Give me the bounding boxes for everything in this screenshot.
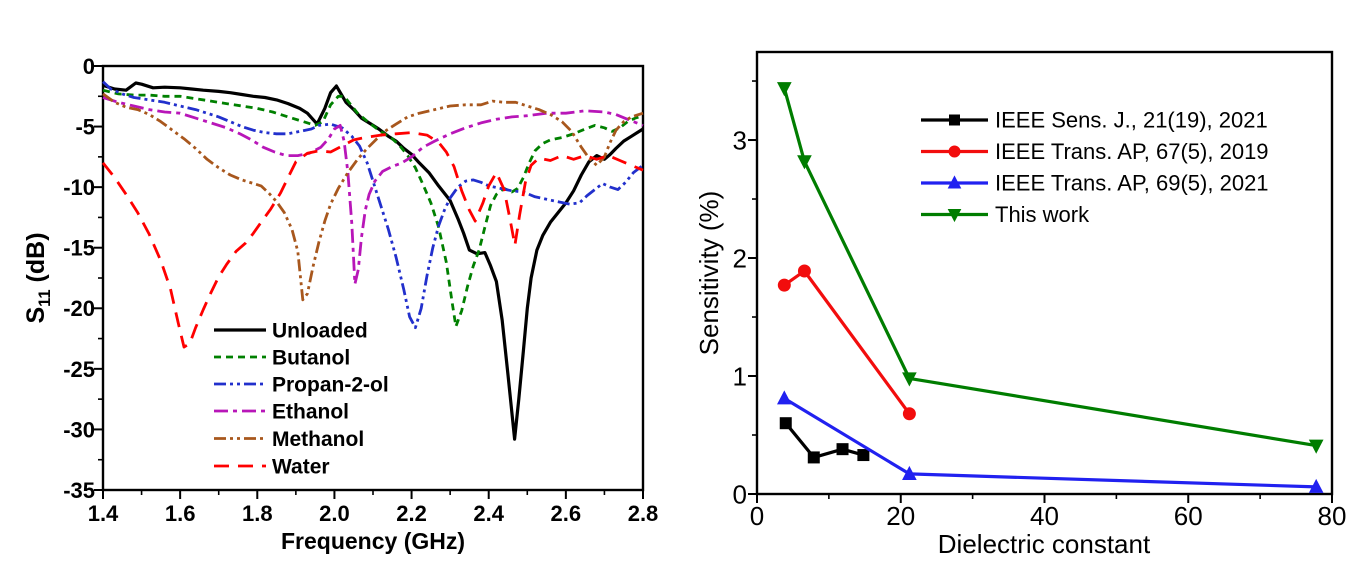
y-tick-label: 3 (733, 125, 747, 155)
legend-label: IEEE Trans. AP, 69(5), 2021 (995, 171, 1269, 196)
water-curve (101, 131, 644, 349)
legend-item-this-work: This work (921, 202, 1090, 227)
this-work-curve (782, 87, 1317, 448)
legend-label: Ethanol (272, 400, 349, 423)
legend-item-butanol: Butanol (214, 346, 350, 369)
x-axis-title: Frequency (GHz) (281, 528, 465, 554)
y-tick-label: 0 (83, 54, 95, 79)
legend-label: Butanol (272, 346, 350, 369)
y-tick-label: -20 (63, 296, 95, 321)
y-tick-label: -15 (63, 236, 95, 261)
y-tick-label: 2 (733, 243, 747, 273)
this-work-markers (776, 82, 1324, 454)
ieee-sens-j-21-19-2021-markers (779, 417, 870, 464)
legend-label: Unloaded (272, 319, 368, 342)
ieee-trans-ap-69-5-2021-curve (783, 397, 1317, 489)
legend-label: Water (272, 455, 330, 478)
x-tick-label: 1.6 (165, 501, 196, 526)
x-tick-label: 2.6 (551, 501, 582, 526)
ieee-trans-ap-69-5-2021-marker (902, 465, 917, 480)
y-tick-label: 0 (733, 479, 747, 509)
butanol-curve (102, 88, 644, 328)
legend-label: IEEE Trans. AP, 67(5), 2019 (995, 139, 1269, 164)
unloaded-curve (102, 81, 644, 441)
legend-item-unloaded: Unloaded (214, 319, 368, 342)
legend-item-ieee-trans-ap-67-5-2019: IEEE Trans. AP, 67(5), 2019 (921, 139, 1269, 164)
ieee-trans-ap-69-5-2021-marker (1308, 478, 1324, 493)
legend-label: Propan-2-ol (272, 373, 389, 396)
ethanol-curve (102, 96, 644, 286)
legend-marker (947, 175, 962, 189)
legend-item-water: Water (214, 455, 330, 478)
this-work-marker (1308, 439, 1324, 454)
x-tick-label: 60 (1174, 501, 1203, 531)
s11-frequency-chart: 1.4 1.6 1.8 2.0 2.2 2.4 2.6 2.8 0 -5 -10 -15 -20 -25 -… (22, 54, 658, 554)
ieee-sens-j-21-19-2021-marker (807, 451, 820, 464)
ieee-sens-j-21-19-2021-marker (857, 449, 870, 462)
y-tick-label: -10 (63, 175, 95, 200)
x-tick-label: 1.8 (242, 501, 273, 526)
ieee-trans-ap-67-5-2019-marker (902, 407, 916, 421)
ieee-sens-j-21-19-2021-marker (779, 417, 792, 430)
ieee-sens-j-21-19-2021-marker (836, 443, 849, 456)
legend-marker (947, 209, 962, 223)
ieee-trans-ap-69-5-2021-markers (776, 390, 1324, 493)
ieee-sens-j-21-19-2021-curve (784, 422, 864, 459)
ieee-trans-ap-67-5-2019-markers (777, 264, 916, 421)
legend-label: This work (995, 202, 1090, 227)
y-tick-label: 1 (733, 361, 747, 391)
x-tick-label: 2.0 (319, 501, 350, 526)
x-tick-label: 40 (1030, 501, 1059, 531)
legend-marker (949, 114, 960, 126)
ieee-trans-ap-69-5-2021-marker (776, 390, 792, 405)
legend-item-ieee-trans-ap-69-5-2021: IEEE Trans. AP, 69(5), 2021 (921, 171, 1269, 196)
plot-frame (101, 64, 645, 492)
this-work-marker (797, 155, 812, 170)
x-tick-label: 2.4 (473, 501, 504, 526)
propan-2-ol-curve (102, 80, 644, 330)
x-tick-label: 1.4 (88, 501, 119, 526)
legend-marker (948, 145, 961, 158)
x-tick-label: 2.8 (628, 501, 659, 526)
x-tick-label: 20 (886, 501, 915, 531)
legend: Unloaded Butanol Propan-2-ol Ethanol Methano… (214, 319, 389, 478)
sensitivity-chart: 0 20 40 60 80 0 1 2 3 Dielectric constant Sensitiv… (694, 50, 1347, 559)
legend-label: IEEE Sens. J., 21(19), 2021 (995, 108, 1268, 133)
x-tick-label: 0 (750, 501, 764, 531)
y-tick-label: -25 (63, 357, 95, 382)
y-tick-label: -35 (63, 478, 95, 503)
x-tick-label: 80 (1318, 501, 1347, 531)
legend-item-ethanol: Ethanol (214, 400, 349, 423)
x-tick-label: 2.2 (396, 501, 427, 526)
legend: IEEE Sens. J., 21(19), 2021 IEEE Trans. A… (921, 108, 1269, 227)
legend-item-ieee-sens-j-21-19-2021: IEEE Sens. J., 21(19), 2021 (921, 108, 1268, 133)
y-tick-label: -30 (63, 417, 95, 442)
y-tick-label: -5 (75, 114, 95, 139)
legend-label: Methanol (272, 428, 364, 451)
ieee-trans-ap-67-5-2019-marker (777, 278, 791, 292)
this-work-marker (902, 372, 917, 387)
legend-item-methanol: Methanol (214, 428, 364, 451)
y-axis-title: Sensitivity (%) (694, 191, 724, 356)
ieee-trans-ap-67-5-2019-marker (797, 264, 811, 278)
y-axis-title: S11 (dB) (22, 232, 54, 323)
x-axis-title: Dielectric constant (938, 529, 1151, 559)
legend-item-propan-2-ol: Propan-2-ol (214, 373, 389, 396)
this-work-marker (776, 82, 792, 97)
methanol-curve (102, 92, 644, 302)
